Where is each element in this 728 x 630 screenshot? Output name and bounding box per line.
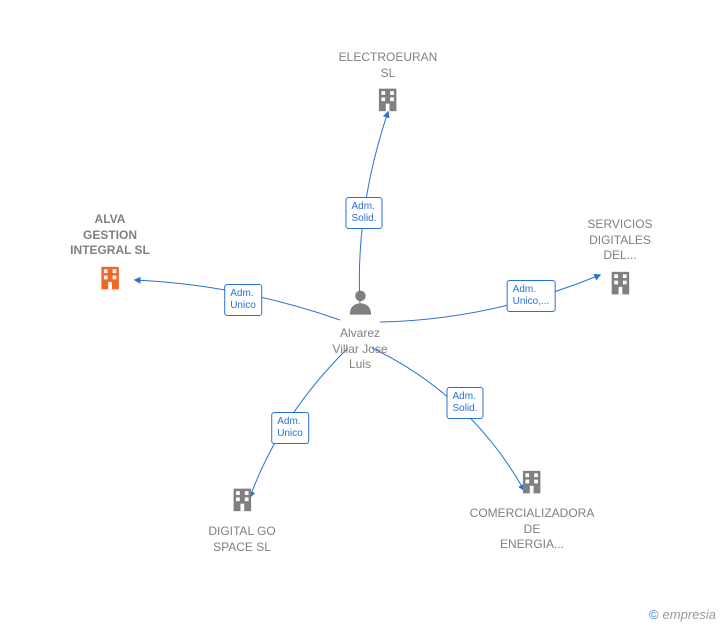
watermark: © empresia bbox=[649, 607, 716, 622]
brand-name: empresia bbox=[663, 607, 716, 622]
edge-label-servicios: Adm. Unico,... bbox=[507, 280, 556, 312]
node-comercializadora[interactable]: COMERCIALIZADORA DE ENERGIA... bbox=[470, 467, 595, 553]
edge-servicios bbox=[380, 275, 600, 322]
node-electroeuran-label: ELECTROEURAN SL bbox=[339, 50, 438, 81]
node-center[interactable]: Alvarez Villar Jose Luis bbox=[332, 287, 387, 373]
edge-label-alva: Adm. Unico bbox=[224, 284, 262, 316]
person-icon bbox=[345, 287, 375, 317]
edge-label-electroeuran: Adm. Solid. bbox=[345, 197, 382, 229]
node-servicios[interactable]: SERVICIOS DIGITALES DEL... bbox=[587, 217, 652, 303]
node-alva-label: ALVA GESTION INTEGRAL SL bbox=[70, 212, 150, 259]
copyright-symbol: © bbox=[649, 607, 659, 622]
node-alva[interactable]: ALVA GESTION INTEGRAL SL bbox=[70, 212, 150, 298]
node-servicios-label: SERVICIOS DIGITALES DEL... bbox=[587, 217, 652, 264]
building-icon bbox=[95, 263, 125, 293]
edge-label-comercializadora: Adm. Solid. bbox=[446, 387, 483, 419]
node-comercializadora-label: COMERCIALIZADORA DE ENERGIA... bbox=[470, 506, 595, 553]
diagram-canvas: Alvarez Villar Jose LuisELECTROEURAN SL … bbox=[0, 0, 728, 630]
building-icon bbox=[373, 85, 403, 115]
node-digitalgo[interactable]: DIGITAL GO SPACE SL bbox=[208, 485, 275, 555]
edge-label-digitalgo: Adm. Unico bbox=[271, 412, 309, 444]
node-electroeuran[interactable]: ELECTROEURAN SL bbox=[339, 50, 438, 120]
building-icon bbox=[517, 467, 547, 497]
building-icon bbox=[605, 268, 635, 298]
node-center-label: Alvarez Villar Jose Luis bbox=[332, 326, 387, 373]
node-digitalgo-label: DIGITAL GO SPACE SL bbox=[208, 524, 275, 555]
building-icon bbox=[227, 485, 257, 515]
